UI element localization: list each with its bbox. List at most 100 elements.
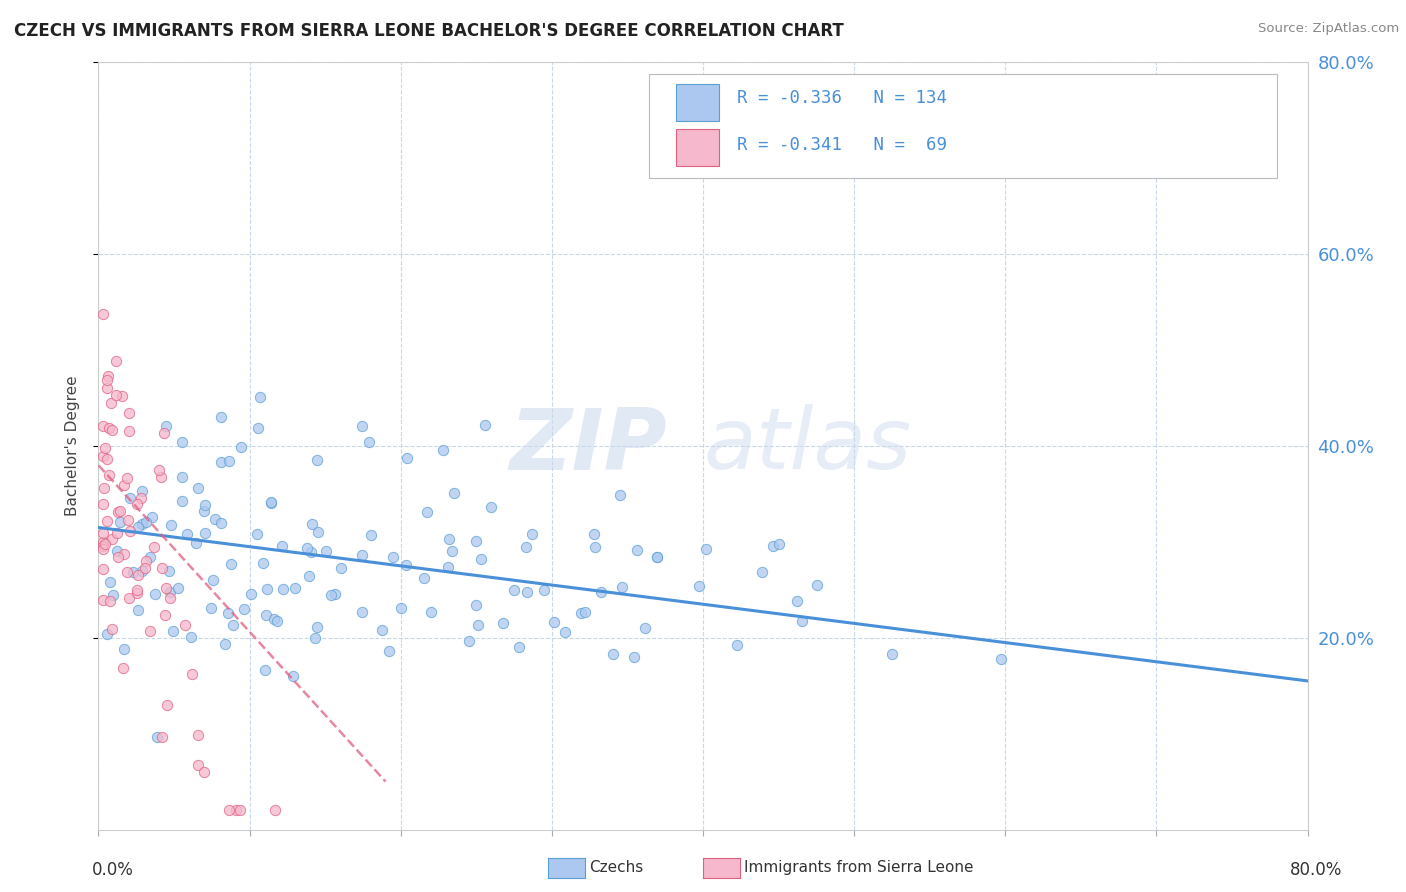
Point	[146, 731, 169, 745]
Point	[93, 481, 115, 495]
Point	[105, 388, 128, 402]
Point	[465, 599, 488, 613]
Point	[516, 585, 538, 599]
Point	[91, 450, 114, 464]
Point	[360, 528, 382, 542]
Point	[569, 606, 592, 620]
Point	[266, 615, 288, 629]
Point	[96, 626, 118, 640]
Point	[96, 381, 118, 395]
Point	[609, 488, 631, 502]
Point	[315, 544, 337, 558]
Point	[170, 493, 193, 508]
Point	[101, 588, 124, 602]
Point	[790, 614, 813, 628]
Point	[107, 525, 129, 540]
Point	[307, 524, 329, 539]
Point	[222, 618, 245, 632]
Point	[100, 622, 122, 636]
Point	[180, 666, 202, 681]
Point	[319, 588, 342, 602]
Point	[115, 565, 138, 579]
Point	[193, 503, 215, 517]
Point	[91, 562, 114, 576]
FancyBboxPatch shape	[648, 74, 1278, 178]
Point	[725, 638, 748, 652]
Point	[751, 565, 773, 579]
Point	[127, 586, 149, 600]
Point	[131, 516, 153, 531]
Point	[105, 354, 128, 368]
Point	[96, 374, 118, 388]
Point	[122, 565, 145, 579]
Point	[94, 537, 117, 551]
Point	[297, 541, 319, 555]
Point	[184, 535, 207, 549]
Point	[127, 520, 149, 534]
Point	[172, 435, 194, 450]
Point	[209, 516, 232, 531]
Point	[218, 454, 240, 468]
Point	[602, 647, 624, 661]
Point	[252, 556, 274, 570]
Point	[225, 804, 247, 818]
Point	[159, 591, 181, 606]
Point	[381, 550, 404, 565]
Point	[467, 618, 489, 632]
Point	[111, 389, 134, 403]
Point	[209, 409, 232, 424]
Point	[107, 550, 129, 565]
Point	[129, 491, 152, 505]
Point	[412, 571, 434, 585]
Point	[125, 582, 148, 597]
Point	[305, 453, 328, 467]
Point	[118, 524, 141, 538]
Point	[260, 496, 283, 510]
Point	[301, 517, 323, 532]
Point	[432, 442, 454, 457]
Point	[187, 481, 209, 495]
Point	[396, 450, 419, 465]
Point	[91, 307, 114, 321]
Point	[645, 550, 668, 565]
Point	[256, 607, 278, 622]
Point	[389, 600, 412, 615]
Point	[91, 497, 114, 511]
Point	[481, 500, 503, 514]
Point	[229, 804, 252, 818]
Point	[522, 527, 544, 541]
Point	[142, 540, 165, 554]
Text: 0.0%: 0.0%	[91, 861, 134, 879]
Point	[533, 582, 555, 597]
Point	[239, 587, 262, 601]
Text: Czechs: Czechs	[589, 861, 644, 875]
Text: Source: ZipAtlas.com: Source: ZipAtlas.com	[1258, 22, 1399, 36]
Point	[111, 661, 134, 675]
Point	[209, 455, 232, 469]
Point	[107, 505, 129, 519]
Point	[437, 532, 460, 546]
Point	[153, 425, 176, 440]
Bar	[676, 84, 718, 121]
Point	[464, 534, 486, 549]
Point	[554, 625, 576, 640]
Point	[91, 534, 114, 549]
Point	[91, 593, 114, 607]
Point	[415, 505, 437, 519]
Point	[139, 624, 162, 638]
Point	[108, 503, 131, 517]
Point	[437, 560, 460, 574]
Point	[180, 630, 202, 644]
Point	[214, 637, 236, 651]
Point	[141, 510, 163, 524]
Point	[187, 758, 209, 772]
Point	[249, 391, 271, 405]
Point	[166, 581, 188, 595]
Text: R = -0.341   N =  69: R = -0.341 N = 69	[737, 136, 946, 154]
Point	[118, 591, 141, 605]
Point	[768, 537, 790, 551]
Point	[125, 497, 148, 511]
Point	[246, 421, 269, 435]
Point	[91, 541, 114, 556]
Point	[117, 513, 139, 527]
